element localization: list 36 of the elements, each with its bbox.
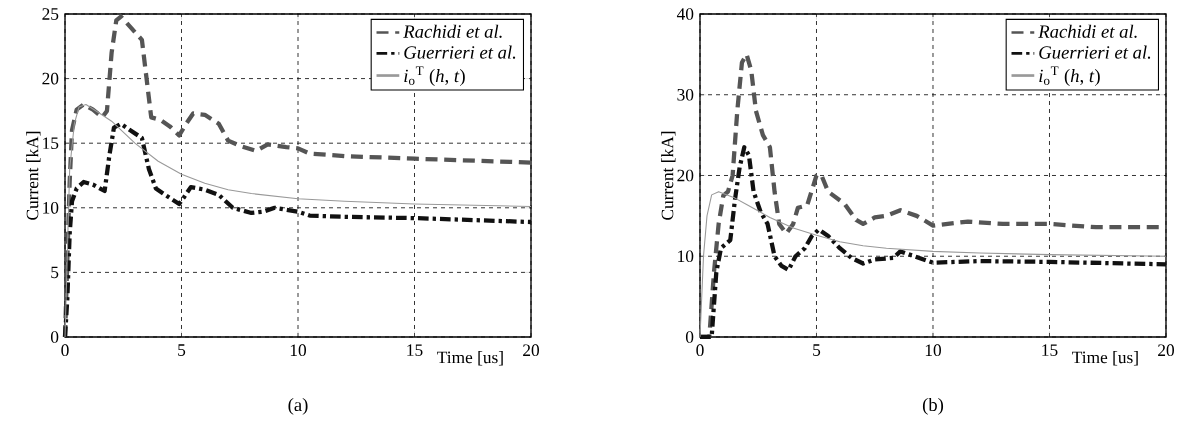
x-tick-label: 10 <box>925 344 942 357</box>
y-tick-label: 25 <box>42 8 59 20</box>
x-axis-title: Time [us] <box>437 351 503 366</box>
x-tick-label: 5 <box>178 344 186 356</box>
y-tick-label: 40 <box>676 8 694 20</box>
x-tick-label: 15 <box>1042 344 1058 356</box>
x-tick-label: 10 <box>290 344 307 357</box>
text: (a) <box>288 397 308 415</box>
text: (b) <box>922 397 944 415</box>
x-tick-label: 20 <box>1158 344 1174 357</box>
y-tick-label: 10 <box>43 201 59 214</box>
legend-label: i$_{o}$$^{T}$ (h, t) <box>404 66 465 86</box>
legend-label: Rachidi et al. <box>1038 24 1137 38</box>
y-axis-title: Current [kA] <box>661 131 676 220</box>
x-tick-label: 20 <box>523 344 540 357</box>
y-tick-label: 10 <box>678 250 694 263</box>
y-tick-label: 30 <box>677 88 694 101</box>
y-tick-label: 20 <box>42 72 59 85</box>
y-tick-label: 15 <box>43 137 59 149</box>
x-axis-title: Time [us] <box>1072 351 1138 366</box>
x-tick-label: 0 <box>696 344 704 357</box>
x-tick-label: 15 <box>407 344 423 356</box>
line-series <box>699 191 1167 338</box>
line-series <box>62 14 534 340</box>
y-tick-label: 0 <box>685 331 694 343</box>
y-tick-label: 20 <box>677 169 694 182</box>
legend-label: Guerrieri et al. <box>1039 45 1151 59</box>
y-tick-label: 5 <box>51 266 59 279</box>
line-series <box>697 145 1169 340</box>
y-axis-title: Current [kA] <box>26 131 41 220</box>
x-tick-label: 5 <box>813 344 821 356</box>
x-tick-label: 0 <box>61 344 69 357</box>
legend-label: Guerrieri et al. <box>404 45 516 59</box>
y-tick-label: 0 <box>50 331 59 343</box>
legend-label: Rachidi et al. <box>403 24 502 38</box>
legend-label: i$_{o}$$^{T}$ (h, t) <box>1039 66 1100 86</box>
